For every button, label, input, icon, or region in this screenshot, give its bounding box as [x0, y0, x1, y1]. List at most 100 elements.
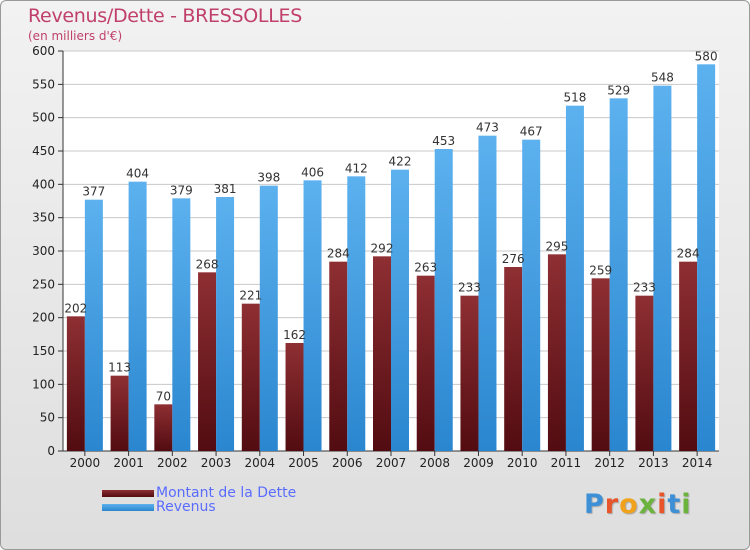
- data-label-revenue-2012: 529: [607, 83, 630, 97]
- bar-debt-2000: [66, 316, 85, 451]
- data-label-debt-2005: 162: [283, 328, 306, 342]
- legend-label-debt: Montant de la Dette: [156, 485, 297, 501]
- data-label-debt-2001: 113: [108, 361, 131, 375]
- data-label-debt-2010: 276: [502, 252, 525, 266]
- y-tick-label: 350: [32, 211, 55, 225]
- logo-letter: i: [681, 489, 692, 520]
- x-tick-label: 2000: [70, 456, 101, 470]
- data-label-revenue-2001: 404: [126, 167, 149, 181]
- logo-letter: t: [667, 489, 682, 520]
- bar-debt-2012: [591, 278, 610, 451]
- logo-letter: x: [638, 489, 658, 520]
- bar-debt-2003: [198, 272, 217, 451]
- bar-revenue-2012: [609, 98, 628, 451]
- bar-debt-2001: [110, 375, 129, 451]
- data-label-revenue-2010: 467: [520, 125, 543, 139]
- x-tick-label: 2008: [419, 456, 450, 470]
- y-tick-label: 50: [40, 411, 55, 425]
- bar-revenue-2011: [565, 105, 584, 452]
- y-tick-label: 100: [32, 377, 55, 391]
- x-tick-label: 2006: [332, 456, 363, 470]
- y-tick-label: 200: [32, 311, 55, 325]
- y-tick-label: 300: [32, 244, 55, 258]
- bar-revenue-2001: [128, 181, 147, 451]
- data-label-revenue-2009: 473: [476, 121, 499, 135]
- data-label-debt-2004: 221: [239, 289, 262, 303]
- x-tick-label: 2004: [245, 456, 276, 470]
- x-tick-label: 2009: [463, 456, 494, 470]
- data-label-debt-2012: 259: [589, 263, 612, 277]
- legend-swatch-revenue: [102, 504, 154, 511]
- data-label-revenue-2005: 406: [301, 165, 324, 179]
- data-label-revenue-2002: 379: [170, 183, 193, 197]
- x-tick-label: 2003: [201, 456, 232, 470]
- x-tick-label: 2012: [594, 456, 625, 470]
- bar-debt-2008: [416, 275, 435, 451]
- bar-debt-2002: [154, 404, 173, 451]
- chart-title: Revenus/Dette - BRESSOLLES: [28, 5, 302, 27]
- bar-revenue-2005: [303, 180, 322, 452]
- bar-debt-2010: [504, 267, 523, 451]
- y-tick-label: 450: [32, 144, 55, 158]
- bar-revenue-2010: [522, 139, 541, 451]
- y-tick-label: 600: [32, 44, 55, 58]
- bar-debt-2009: [460, 295, 479, 451]
- y-tick-label: 500: [32, 111, 55, 125]
- x-tick-label: 2010: [507, 456, 538, 470]
- data-label-revenue-2011: 518: [563, 91, 586, 105]
- data-label-debt-2007: 292: [371, 241, 394, 255]
- bar-revenue-2007: [391, 169, 409, 451]
- data-label-revenue-2007: 422: [389, 155, 412, 169]
- legend-label-revenue: Revenus: [156, 499, 216, 515]
- logo-letter: o: [619, 489, 639, 520]
- data-label-revenue-2014: 580: [695, 49, 718, 63]
- bar-revenue-2009: [478, 135, 497, 451]
- x-tick-label: 2005: [288, 456, 319, 470]
- bar-revenue-2000: [84, 199, 103, 451]
- chart-subtitle: (en milliers d'€): [28, 29, 123, 43]
- bar-revenue-2003: [216, 197, 235, 451]
- data-label-revenue-2006: 412: [345, 161, 368, 175]
- x-tick-label: 2014: [682, 456, 713, 470]
- y-tick-label: 400: [32, 177, 55, 191]
- data-label-debt-2009: 233: [458, 281, 481, 295]
- bar-debt-2011: [547, 254, 566, 451]
- y-tick-label: 550: [32, 77, 55, 91]
- bar-debt-2006: [329, 261, 348, 451]
- data-label-debt-2011: 295: [545, 239, 568, 253]
- data-label-revenue-2008: 453: [432, 134, 455, 148]
- data-label-debt-2003: 268: [196, 257, 219, 271]
- bar-debt-2013: [635, 295, 654, 451]
- bar-revenue-2013: [653, 85, 672, 452]
- data-label-debt-2006: 284: [327, 247, 350, 261]
- bar-revenue-2004: [259, 185, 278, 451]
- bar-debt-2004: [241, 303, 260, 451]
- data-label-revenue-2003: 381: [214, 182, 237, 196]
- logo-letter: P: [584, 489, 605, 520]
- bar-revenue-2002: [172, 198, 191, 451]
- x-tick-label: 2007: [376, 456, 407, 470]
- y-tick-label: 250: [32, 277, 55, 291]
- data-label-revenue-2013: 548: [651, 71, 674, 85]
- data-label-debt-2014: 284: [677, 247, 700, 261]
- logo-letter: r: [604, 489, 620, 520]
- data-label-revenue-2000: 377: [82, 185, 105, 199]
- x-tick-label: 2011: [551, 456, 582, 470]
- proxiti-logo: Proxiti: [584, 489, 692, 520]
- bar-debt-2007: [373, 256, 391, 451]
- legend-swatch-debt: [102, 490, 154, 497]
- bar-revenue-2006: [347, 176, 366, 452]
- data-label-debt-2002: 70: [156, 389, 171, 403]
- data-label-debt-2008: 263: [414, 261, 437, 275]
- bar-revenue-2008: [434, 149, 453, 451]
- data-label-debt-2013: 233: [633, 281, 656, 295]
- x-tick-label: 2002: [157, 456, 188, 470]
- x-tick-label: 2013: [638, 456, 669, 470]
- bar-debt-2005: [285, 343, 304, 451]
- x-tick-label: 2001: [113, 456, 144, 470]
- data-label-debt-2000: 202: [64, 301, 87, 315]
- data-label-revenue-2004: 398: [257, 171, 280, 185]
- logo-letter: i: [657, 489, 668, 520]
